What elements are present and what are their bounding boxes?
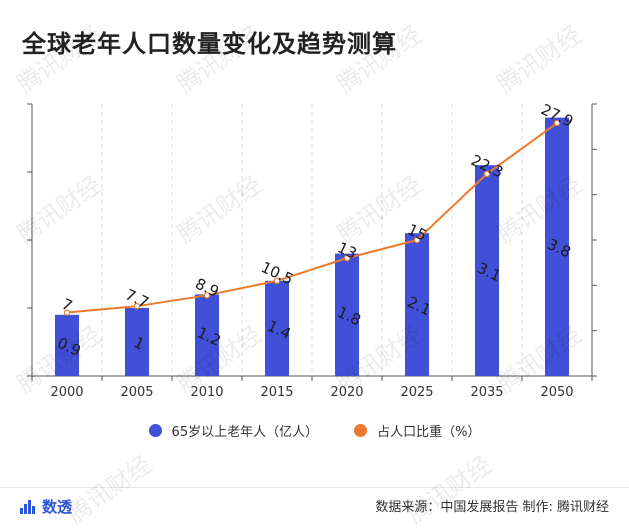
legend-bar-swatch — [148, 424, 162, 437]
logo-text: 数透 — [42, 498, 73, 516]
bar — [195, 294, 219, 376]
x-tick-label: 2015 — [260, 385, 293, 400]
bar — [125, 308, 149, 376]
x-tick-label: 2050 — [540, 385, 573, 400]
line-point — [413, 236, 421, 244]
x-tick-label: 2025 — [400, 385, 433, 400]
bar — [545, 117, 569, 376]
footer-divider — [0, 487, 629, 488]
legend-line-label: 占人口比重（%） — [377, 425, 481, 440]
legend-item-bars[interactable]: 65岁以上老年人（亿人） — [148, 421, 319, 440]
line-point — [203, 292, 211, 299]
line-point — [343, 254, 351, 262]
x-tick-label: 2035 — [470, 385, 503, 400]
line-point — [133, 302, 141, 310]
legend: 65岁以上老年人（亿人） 占人口比重（%） — [0, 421, 629, 440]
x-tick-label: 2000 — [50, 385, 83, 400]
line-point — [553, 119, 561, 127]
x-tick-label: 2010 — [190, 385, 223, 400]
bar — [475, 165, 499, 376]
bar — [55, 314, 79, 376]
bar-chart-icon — [20, 499, 36, 514]
legend-item-line[interactable]: 占人口比重（%） — [354, 421, 480, 440]
line-point — [483, 170, 491, 178]
bar — [335, 253, 359, 376]
bar — [265, 280, 289, 376]
series-line — [66, 122, 558, 314]
legend-bar-label: 65岁以上老年人（亿人） — [171, 425, 319, 440]
x-tick-label: 2005 — [120, 385, 153, 400]
legend-line-swatch — [354, 424, 368, 437]
data-source: 数据来源：中国发展报告 制作: 腾讯财经 — [375, 500, 609, 515]
chart-title: 全球老年人口数量变化及趋势测算 — [22, 30, 397, 58]
bar — [405, 233, 429, 376]
line-point — [273, 277, 281, 284]
x-tick-label: 2020 — [330, 385, 363, 400]
brand-logo[interactable]: 数透 — [20, 496, 72, 517]
line-point — [63, 309, 71, 316]
